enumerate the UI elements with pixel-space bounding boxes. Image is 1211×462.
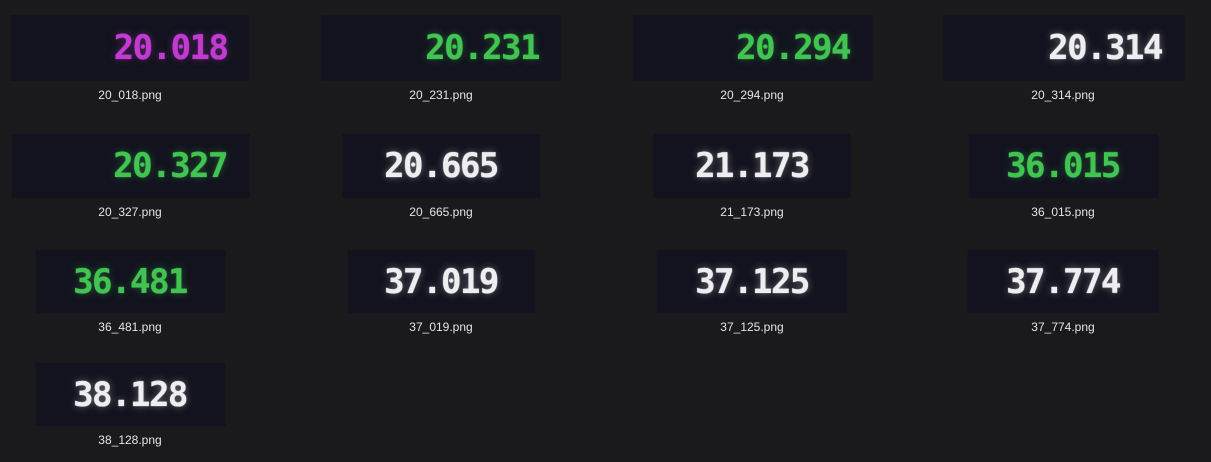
file-cell[interactable]: 36.481 36_481.png <box>0 250 286 334</box>
display-number: 21.173 <box>695 146 810 186</box>
file-name-label: 37_774.png <box>1031 320 1095 334</box>
file-cell[interactable]: 20.231 20_231.png <box>286 15 597 102</box>
display-number: 36.015 <box>1006 146 1121 186</box>
image-thumbnail[interactable]: 21.173 <box>653 134 851 198</box>
image-thumbnail[interactable]: 36.015 <box>968 134 1158 198</box>
image-thumbnail[interactable]: 20.294 <box>632 15 872 81</box>
image-thumbnail[interactable]: 20.327 <box>11 134 249 198</box>
file-name-label: 37_019.png <box>409 320 473 334</box>
image-thumbnail[interactable]: 37.774 <box>967 250 1159 313</box>
file-name-label: 36_015.png <box>1031 205 1095 219</box>
image-thumbnail[interactable]: 38.128 <box>35 363 225 426</box>
file-name-label: 20_018.png <box>98 88 162 102</box>
display-number: 20.314 <box>1048 28 1163 68</box>
file-name-label: 20_327.png <box>98 205 162 219</box>
file-name-label: 20_665.png <box>409 205 473 219</box>
file-name-label: 21_173.png <box>720 205 784 219</box>
display-number: 38.128 <box>73 374 188 415</box>
file-name-label: 36_481.png <box>98 320 162 334</box>
file-cell[interactable]: 20.314 20_314.png <box>908 15 1211 102</box>
display-number: 36.481 <box>73 261 188 302</box>
file-cell[interactable]: 20.294 20_294.png <box>597 15 908 102</box>
file-cell[interactable]: 20.327 20_327.png <box>0 134 286 219</box>
image-thumbnail[interactable]: 20.018 <box>10 15 250 81</box>
file-cell[interactable]: 38.128 38_128.png <box>0 363 286 447</box>
display-number: 37.125 <box>695 261 810 302</box>
file-cell[interactable]: 20.018 20_018.png <box>0 15 286 102</box>
file-name-label: 20_314.png <box>1031 88 1095 102</box>
display-number: 20.665 <box>384 146 499 186</box>
file-name-label: 38_128.png <box>98 433 162 447</box>
display-number: 20.327 <box>113 146 228 186</box>
display-number: 20.018 <box>113 28 229 68</box>
file-cell[interactable]: 37.125 37_125.png <box>597 250 908 334</box>
file-cell[interactable]: 37.019 37_019.png <box>286 250 597 334</box>
file-cell[interactable]: 21.173 21_173.png <box>597 134 908 219</box>
image-thumbnail[interactable]: 20.231 <box>321 15 561 81</box>
file-name-label: 20_294.png <box>720 88 784 102</box>
file-name-label: 37_125.png <box>720 320 784 334</box>
display-number: 37.019 <box>384 261 499 302</box>
image-thumbnail[interactable]: 20.314 <box>942 15 1184 81</box>
file-cell[interactable]: 36.015 36_015.png <box>908 134 1211 219</box>
image-thumbnail[interactable]: 37.019 <box>347 250 535 313</box>
image-thumbnail[interactable]: 37.125 <box>656 250 848 313</box>
display-number: 37.774 <box>1006 261 1121 302</box>
file-name-label: 20_231.png <box>409 88 473 102</box>
display-number: 20.231 <box>425 28 540 68</box>
file-cell[interactable]: 37.774 37_774.png <box>908 250 1211 334</box>
image-thumbnail[interactable]: 36.481 <box>35 250 225 313</box>
image-thumbnail[interactable]: 20.665 <box>342 134 540 198</box>
display-number: 20.294 <box>736 28 851 68</box>
file-cell[interactable]: 20.665 20_665.png <box>286 134 597 219</box>
